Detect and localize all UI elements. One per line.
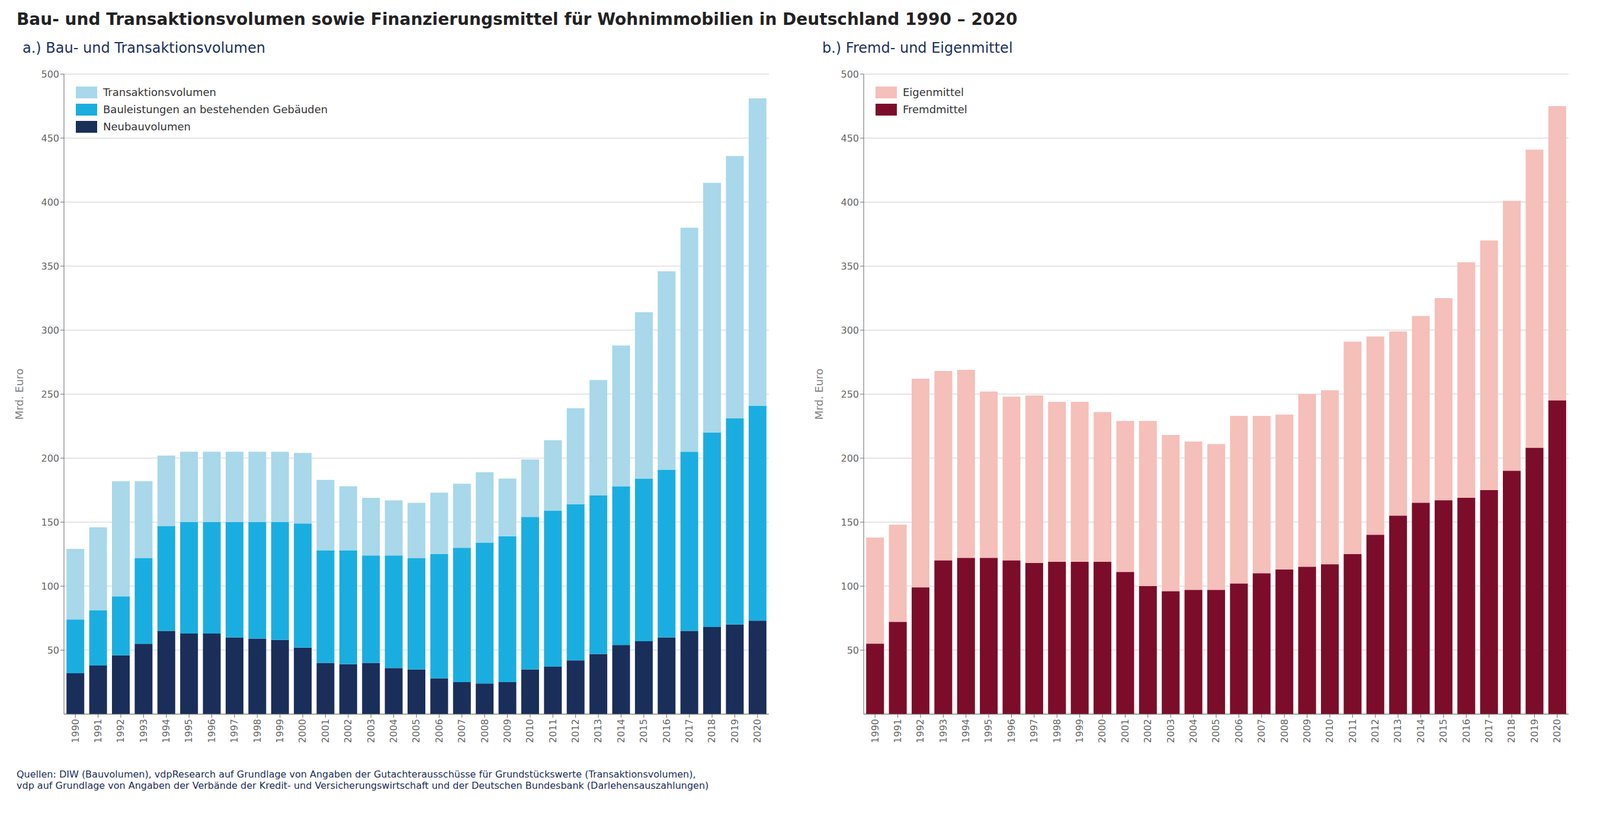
svg-text:1993: 1993 <box>138 718 150 743</box>
svg-text:2000: 2000 <box>296 718 309 743</box>
svg-text:2013: 2013 <box>1392 718 1404 743</box>
svg-text:1993: 1993 <box>937 718 949 743</box>
svg-text:2020: 2020 <box>1551 718 1563 743</box>
svg-text:350: 350 <box>40 260 60 272</box>
svg-text:2011: 2011 <box>1347 718 1359 743</box>
svg-text:1995: 1995 <box>183 718 195 743</box>
svg-text:300: 300 <box>840 324 859 336</box>
svg-text:1997: 1997 <box>228 718 240 743</box>
svg-text:250: 250 <box>840 388 859 400</box>
svg-text:2003: 2003 <box>1165 718 1177 743</box>
svg-text:50: 50 <box>847 644 859 656</box>
svg-text:2001: 2001 <box>319 718 332 743</box>
svg-text:2010: 2010 <box>1323 718 1336 743</box>
svg-text:2004: 2004 <box>1187 718 1199 743</box>
svg-text:2002: 2002 <box>342 718 354 743</box>
svg-text:1991: 1991 <box>92 718 104 743</box>
svg-text:250: 250 <box>40 388 60 400</box>
svg-text:500: 500 <box>40 68 60 80</box>
svg-text:1992: 1992 <box>114 718 127 743</box>
svg-text:2016: 2016 <box>661 718 673 743</box>
svg-text:200: 200 <box>40 452 60 464</box>
svg-text:2005: 2005 <box>410 718 422 743</box>
svg-text:2006: 2006 <box>1233 718 1245 743</box>
html-text:Eigenmittel: Eigenmittel <box>902 85 964 99</box>
svg-text:2007: 2007 <box>456 718 468 743</box>
svg-text:2016: 2016 <box>1460 718 1473 743</box>
svg-text:1992: 1992 <box>914 718 926 743</box>
svg-text:2011: 2011 <box>547 718 559 743</box>
svg-text:1997: 1997 <box>1028 718 1040 743</box>
svg-text:400: 400 <box>40 196 60 208</box>
svg-text:2001: 2001 <box>1119 718 1131 743</box>
html-text:a.) Bau- und Transaktionsvolum: a.) Bau- und Transaktionsvolumen <box>22 39 266 57</box>
svg-text:2003: 2003 <box>365 718 377 743</box>
svg-text:2019: 2019 <box>729 718 741 743</box>
html-text:Quellen: DIW (Bauvolumen), vdp: Quellen: DIW (Bauvolumen), vdpResearch a… <box>16 768 709 791</box>
svg-text:50: 50 <box>47 644 60 656</box>
html-text:b.) Fremd- und Eigenmittel: b.) Fremd- und Eigenmittel <box>822 39 1013 57</box>
svg-text:1996: 1996 <box>206 718 218 743</box>
html-text:Transaktionsvolumen: Transaktionsvolumen <box>103 85 217 99</box>
svg-text:100: 100 <box>40 580 60 592</box>
svg-text:2015: 2015 <box>637 718 650 743</box>
svg-text:2002: 2002 <box>1142 718 1154 743</box>
svg-text:350: 350 <box>840 260 859 272</box>
svg-text:2013: 2013 <box>592 718 604 743</box>
svg-text:1991: 1991 <box>892 718 904 743</box>
svg-text:2017: 2017 <box>1483 718 1495 743</box>
svg-text:2008: 2008 <box>1278 718 1291 743</box>
svg-text:2010: 2010 <box>524 718 536 743</box>
svg-text:1998: 1998 <box>1051 718 1063 743</box>
svg-text:2004: 2004 <box>388 718 400 743</box>
svg-text:Mrd. Euro: Mrd. Euro <box>13 368 26 420</box>
html-text:Bau- und Transaktionsvolumen s: Bau- und Transaktionsvolumen sowie Finan… <box>16 9 1018 30</box>
svg-text:1999: 1999 <box>274 718 286 743</box>
svg-text:1996: 1996 <box>1005 718 1018 743</box>
svg-text:2009: 2009 <box>1301 718 1313 743</box>
html-text:Fremdmittel: Fremdmittel <box>902 103 968 116</box>
svg-text:150: 150 <box>40 516 60 528</box>
svg-text:1998: 1998 <box>251 718 264 743</box>
svg-text:1995: 1995 <box>982 718 995 743</box>
svg-text:1990: 1990 <box>69 718 82 743</box>
svg-text:1994: 1994 <box>960 718 972 743</box>
svg-text:200: 200 <box>840 452 859 464</box>
svg-text:2007: 2007 <box>1255 718 1268 743</box>
svg-text:150: 150 <box>840 516 859 528</box>
svg-text:2018: 2018 <box>1505 718 1518 743</box>
svg-text:2012: 2012 <box>569 718 582 743</box>
svg-text:1990: 1990 <box>869 718 881 743</box>
svg-text:Mrd. Euro: Mrd. Euro <box>812 368 826 420</box>
svg-text:100: 100 <box>840 580 859 592</box>
svg-text:2017: 2017 <box>683 718 695 743</box>
svg-text:2000: 2000 <box>1096 718 1108 743</box>
html-text:Neubauvolumen: Neubauvolumen <box>103 120 191 133</box>
svg-text:2018: 2018 <box>706 718 718 743</box>
svg-text:2019: 2019 <box>1528 718 1541 743</box>
svg-text:2014: 2014 <box>615 718 627 743</box>
svg-text:2006: 2006 <box>433 718 445 743</box>
svg-text:2009: 2009 <box>501 718 513 743</box>
html-text:Bauleistungen an bestehenden G: Bauleistungen an bestehenden Gebäuden <box>103 103 328 116</box>
svg-text:500: 500 <box>840 68 859 80</box>
svg-text:2008: 2008 <box>479 718 491 743</box>
svg-text:2012: 2012 <box>1369 718 1381 743</box>
svg-text:2014: 2014 <box>1415 718 1427 743</box>
svg-text:1999: 1999 <box>1073 718 1086 743</box>
svg-text:450: 450 <box>40 132 60 144</box>
svg-text:2005: 2005 <box>1210 718 1222 743</box>
svg-text:2015: 2015 <box>1437 718 1449 743</box>
svg-text:450: 450 <box>840 132 859 144</box>
svg-text:300: 300 <box>40 324 60 336</box>
svg-text:400: 400 <box>840 196 859 208</box>
svg-text:2020: 2020 <box>751 718 763 743</box>
svg-text:1994: 1994 <box>160 718 172 743</box>
